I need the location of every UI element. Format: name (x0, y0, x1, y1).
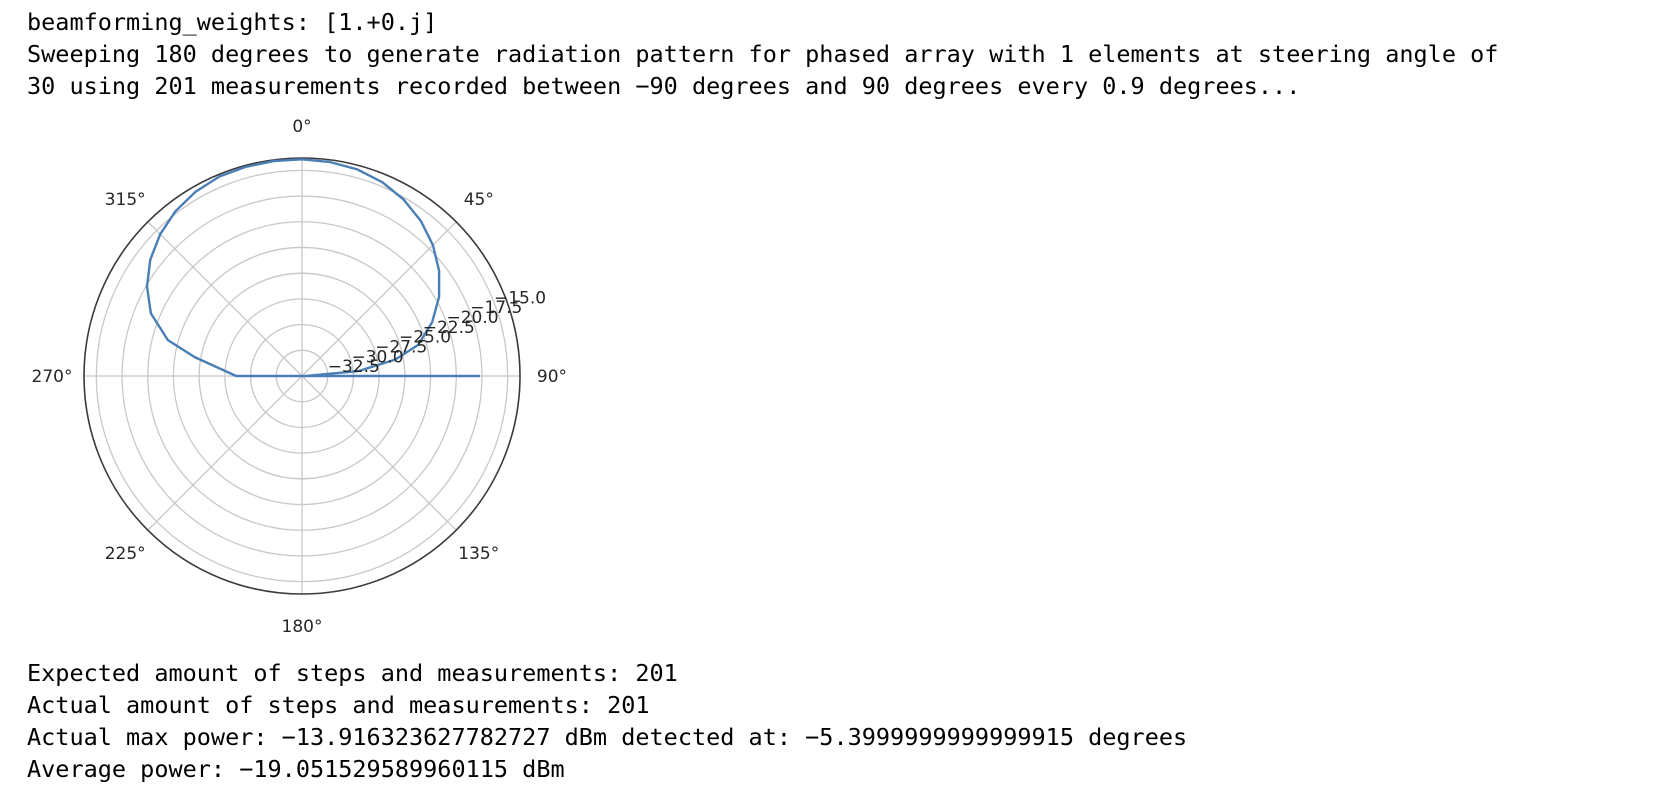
weights-output-line: beamforming_weights: [1.+0.j] (27, 8, 438, 36)
average-power-line: Average power: −19.051529589960115 dBm (27, 755, 565, 783)
angle-tick-label: 135° (458, 544, 499, 564)
angle-tick-label: 270° (32, 367, 73, 387)
radial-tick-label: −32.5 (328, 357, 380, 377)
polar-outer-frame (83, 157, 521, 595)
angle-tick-label: 90° (537, 367, 567, 387)
series-layer (145, 158, 480, 378)
max-power-line: Actual max power: −13.916323627782727 dB… (27, 723, 1188, 751)
sweep-description-line-2: 30 using 201 measurements recorded betwe… (27, 72, 1301, 100)
angular-grid-line (301, 375, 457, 531)
angular-grid-line (301, 221, 457, 377)
radial-tick-label: −22.5 (423, 318, 475, 338)
polar-grid (83, 157, 521, 595)
angle-tick-label: 315° (105, 190, 146, 210)
angular-grid-line (147, 221, 303, 377)
polar-labels: 0°45°90°135°180°225°270°315°−32.5−30.0−2… (32, 117, 568, 637)
angle-tick-label: 225° (105, 544, 146, 564)
angle-tick-label: 0° (292, 117, 311, 137)
radial-tick-label: −30.0 (352, 347, 404, 367)
radial-tick-label: −17.5 (470, 298, 522, 318)
radial-tick-label: −25.0 (399, 328, 451, 348)
radial-tick-label: −15.0 (494, 288, 546, 308)
angle-tick-label: 180° (282, 617, 323, 637)
sweep-description-line-1: Sweeping 180 degrees to generate radiati… (27, 40, 1499, 68)
angular-grid-line (147, 375, 303, 531)
radiation-pattern-series (145, 158, 480, 378)
angle-tick-label: 45° (464, 190, 494, 210)
radial-tick-label: −20.0 (447, 308, 499, 328)
expected-steps-line: Expected amount of steps and measurement… (27, 659, 678, 687)
actual-steps-line: Actual amount of steps and measurements:… (27, 691, 650, 719)
radial-tick-label: −27.5 (375, 337, 427, 357)
